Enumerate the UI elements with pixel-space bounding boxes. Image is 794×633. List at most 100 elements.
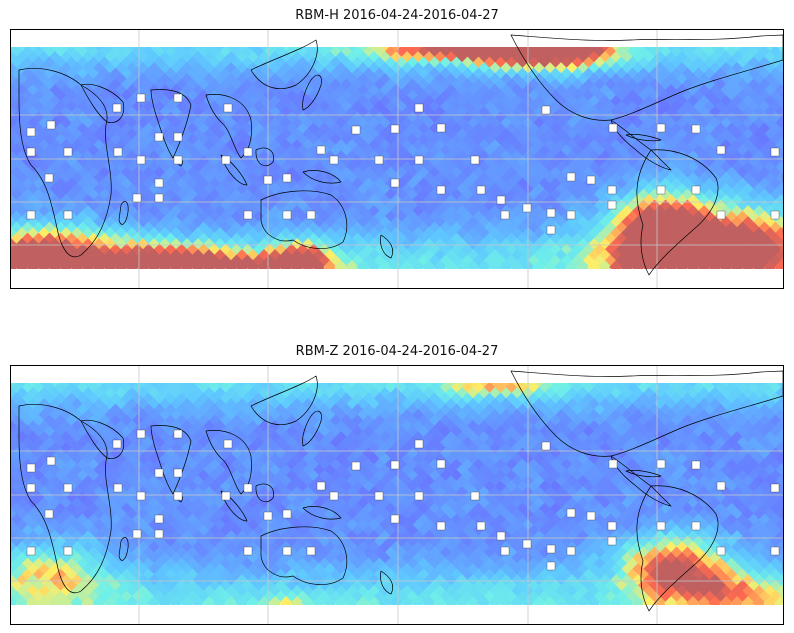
field-cell xyxy=(26,117,40,131)
field-cell xyxy=(686,260,700,274)
field-cell xyxy=(697,73,711,87)
field-cell xyxy=(537,491,552,506)
field-cell xyxy=(592,155,607,170)
field-cell xyxy=(97,447,112,462)
field-cell xyxy=(537,199,552,214)
field-cell xyxy=(482,111,497,126)
field-cell xyxy=(702,381,717,396)
field-cell xyxy=(735,513,750,528)
field-cell xyxy=(570,469,585,484)
field-cell xyxy=(680,458,695,473)
field-cell xyxy=(554,249,568,263)
field-cell xyxy=(191,139,205,153)
field-cell xyxy=(697,117,711,131)
field-cell xyxy=(724,513,739,528)
field-cell xyxy=(218,392,233,407)
field-cell xyxy=(598,216,612,230)
field-cell xyxy=(246,431,260,445)
field-cell xyxy=(543,387,557,401)
field-cell xyxy=(356,128,370,142)
field-cell xyxy=(515,447,530,462)
field-cell xyxy=(108,458,123,473)
field-cell xyxy=(757,491,772,506)
field-cell xyxy=(752,453,766,467)
field-cell xyxy=(411,398,425,412)
field-cell xyxy=(108,111,123,126)
field-cell xyxy=(378,398,392,412)
field-cell xyxy=(746,480,761,495)
field-cell xyxy=(631,84,645,98)
field-cell xyxy=(114,497,128,511)
field-cell xyxy=(257,409,271,423)
field-cell xyxy=(86,188,101,203)
field-cell xyxy=(251,111,266,126)
field-cell xyxy=(97,469,112,484)
field-cell xyxy=(251,447,266,462)
field-cell xyxy=(625,447,640,462)
field-cell xyxy=(774,475,783,489)
field-cell xyxy=(482,381,497,396)
field-cell xyxy=(581,425,596,440)
field-cell xyxy=(724,67,739,82)
field-cell xyxy=(730,420,744,434)
field-cell xyxy=(235,128,249,142)
field-cell xyxy=(724,491,739,506)
field-cell xyxy=(31,133,46,148)
field-cell xyxy=(554,398,568,412)
field-cell xyxy=(515,414,530,429)
field-cell xyxy=(466,475,480,489)
field-cell xyxy=(741,128,755,142)
field-cell xyxy=(449,447,464,462)
field-cell xyxy=(680,100,695,115)
field-cell xyxy=(675,128,689,142)
field-cell xyxy=(669,403,684,418)
field-cell xyxy=(713,469,728,484)
field-cell xyxy=(708,216,722,230)
field-cell xyxy=(367,453,381,467)
field-cell xyxy=(356,409,370,423)
field-cell xyxy=(543,453,557,467)
field-cell xyxy=(702,221,717,236)
field-cell xyxy=(614,122,629,137)
field-cell xyxy=(273,381,288,396)
field-cell xyxy=(257,106,271,120)
field-cell xyxy=(92,172,106,186)
field-cell xyxy=(548,100,563,115)
field-cell xyxy=(581,502,596,517)
field-cell xyxy=(92,431,106,445)
field-cell xyxy=(642,249,656,263)
field-cell xyxy=(526,480,541,495)
field-cell xyxy=(576,409,590,423)
field-cell xyxy=(488,431,502,445)
field-cell xyxy=(92,398,106,412)
field-cell xyxy=(471,111,486,126)
field-cell xyxy=(400,475,414,489)
field-cell xyxy=(246,453,260,467)
field-cell xyxy=(702,502,717,517)
field-cell xyxy=(433,442,447,456)
field-cell xyxy=(702,436,717,451)
field-cell xyxy=(625,67,640,82)
field-cell xyxy=(180,475,194,489)
field-cell xyxy=(15,95,29,109)
field-cell xyxy=(614,221,629,236)
field-cell xyxy=(724,232,739,247)
field-cell xyxy=(664,216,678,230)
field-cell xyxy=(532,62,546,76)
field-cell xyxy=(86,414,101,429)
field-cell xyxy=(86,425,101,440)
field-cell xyxy=(433,431,447,445)
field-cell xyxy=(757,78,772,93)
field-cell xyxy=(686,51,700,65)
field-cell xyxy=(592,513,607,528)
field-cell xyxy=(526,144,541,159)
field-cell xyxy=(499,398,513,412)
field-cell xyxy=(356,475,370,489)
field-cell xyxy=(768,56,783,71)
field-cell xyxy=(642,73,656,87)
field-cell xyxy=(103,161,117,175)
field-cell xyxy=(405,414,420,429)
field-cell xyxy=(515,403,530,418)
field-cell xyxy=(86,243,101,258)
field-cell xyxy=(565,128,579,142)
